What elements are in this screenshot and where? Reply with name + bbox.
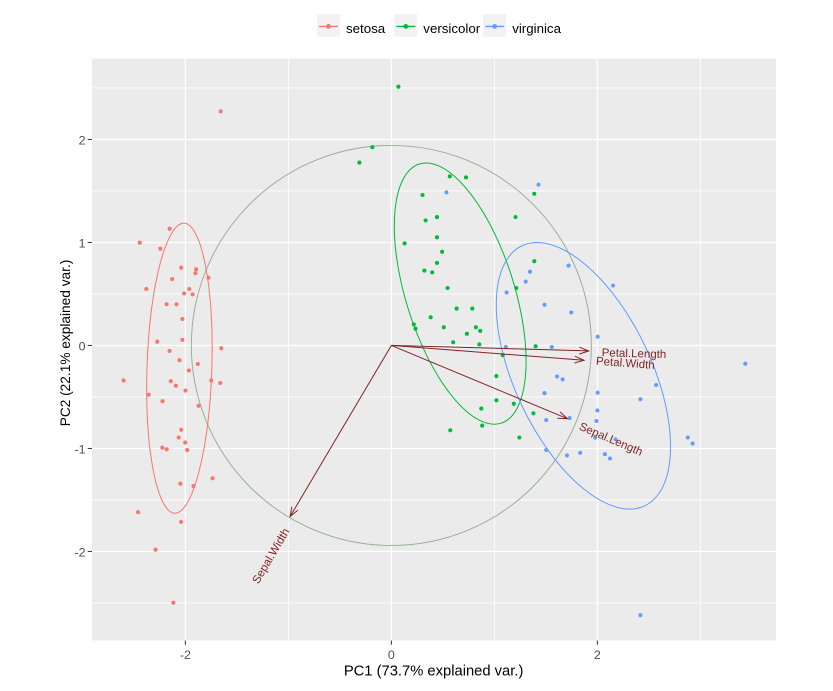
svg-text:setosa: setosa bbox=[346, 21, 386, 36]
svg-text:0: 0 bbox=[388, 648, 395, 662]
svg-text:-2: -2 bbox=[180, 648, 191, 662]
svg-text:0: 0 bbox=[79, 339, 86, 353]
svg-text:1: 1 bbox=[79, 236, 86, 250]
svg-text:versicolor: versicolor bbox=[423, 21, 480, 36]
svg-text:-1: -1 bbox=[74, 442, 85, 456]
svg-text:Petal.Length: Petal.Length bbox=[602, 347, 667, 361]
svg-text:virginica: virginica bbox=[512, 21, 561, 36]
svg-text:2: 2 bbox=[79, 133, 86, 147]
svg-text:Petal.Width: Petal.Width bbox=[596, 356, 656, 372]
svg-text:2: 2 bbox=[594, 648, 601, 662]
svg-text:PC2 (22.1% explained var.): PC2 (22.1% explained var.) bbox=[58, 260, 73, 427]
svg-text:-2: -2 bbox=[74, 545, 85, 559]
svg-text:PC1 (73.7% explained var.): PC1 (73.7% explained var.) bbox=[344, 663, 524, 679]
